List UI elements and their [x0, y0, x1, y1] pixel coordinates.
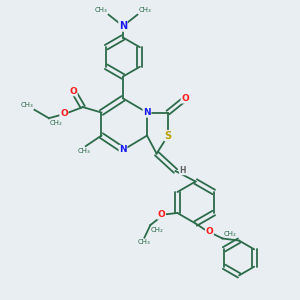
Text: CH₃: CH₃: [139, 7, 151, 13]
Text: CH₂: CH₂: [151, 226, 164, 232]
Text: CH₂: CH₂: [224, 231, 237, 237]
Text: O: O: [60, 109, 68, 118]
Text: O: O: [69, 87, 77, 96]
Text: CH₂: CH₂: [50, 120, 62, 126]
Text: S: S: [164, 130, 172, 141]
Text: CH₃: CH₃: [20, 102, 33, 108]
Text: N: N: [119, 146, 127, 154]
Text: O: O: [206, 226, 213, 236]
Text: N: N: [119, 21, 127, 31]
Text: O: O: [158, 210, 165, 219]
Text: CH₃: CH₃: [95, 7, 107, 13]
Text: CH₃: CH₃: [138, 239, 151, 245]
Text: CH₃: CH₃: [78, 148, 91, 154]
Text: H: H: [179, 166, 186, 175]
Text: O: O: [181, 94, 189, 103]
Text: N: N: [143, 108, 151, 117]
